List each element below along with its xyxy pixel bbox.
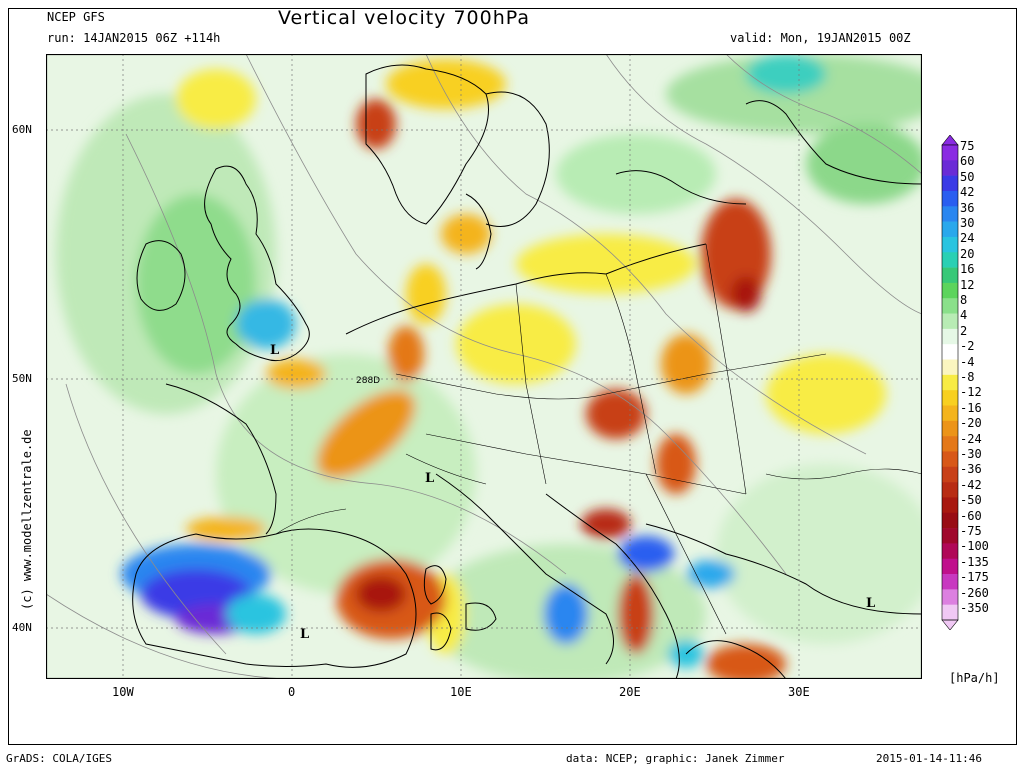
colorbar-label: -16 [960, 400, 982, 415]
model-name: NCEP GFS [47, 10, 105, 24]
colorbar-swatch [942, 405, 958, 422]
unit-label: [hPa/h] [949, 671, 1000, 685]
colorbar-label: -12 [960, 385, 982, 400]
colorbar-label: 50 [960, 169, 975, 184]
lon-label: 10W [112, 685, 134, 699]
lat-label: 50N [12, 372, 32, 385]
lat-label: 40N [12, 621, 32, 634]
colorbar-swatch [942, 236, 958, 253]
colorbar-label: -2 [960, 339, 975, 354]
map-border [46, 54, 922, 679]
colorbar-swatch [942, 359, 958, 376]
low-pressure-label: L [866, 596, 875, 611]
colorbar-swatch [942, 344, 958, 360]
colorbar-label: -20 [960, 416, 982, 431]
lon-label: 0 [288, 685, 296, 699]
contour-label: 288D [356, 376, 380, 386]
colorbar-label: 30 [960, 216, 975, 230]
colorbar-swatch [942, 604, 958, 621]
colorbar-label: -36 [960, 462, 982, 477]
colorbar-label: 16 [960, 262, 975, 277]
colorbar-arrow-top [941, 135, 959, 146]
colorbar-swatch [942, 436, 958, 452]
grads-credit: GrADS: COLA/IGES [6, 752, 112, 765]
colorbar-swatch [942, 574, 958, 590]
colorbar-swatch [942, 190, 958, 207]
colorbar-swatch [942, 374, 958, 391]
outer-frame [8, 8, 1017, 745]
run-info: run: 14JAN2015 06Z +114h [47, 31, 221, 45]
colorbar-swatch [942, 497, 958, 514]
colorbar-label: 12 [960, 277, 975, 292]
colorbar-label: 4 [960, 308, 968, 323]
lat-label: 60N [12, 123, 32, 136]
colorbar-label: -24 [960, 431, 982, 446]
low-pressure-label: L [300, 627, 309, 642]
colorbar-label: -135 [960, 554, 989, 569]
colorbar-swatch [942, 420, 958, 437]
colorbar-swatch [942, 160, 958, 176]
colorbar-swatch [942, 282, 958, 299]
lon-label: 20E [619, 685, 641, 699]
chart-title: Vertical velocity 700hPa [278, 7, 531, 29]
colorbar-label: -75 [960, 524, 982, 538]
colorbar-swatch [942, 482, 958, 498]
colorbar-swatch [942, 267, 958, 284]
colorbar-label: 42 [960, 185, 975, 200]
country-borders [275, 243, 922, 635]
lon-label: 10E [450, 685, 472, 699]
colorbar-arrow-bottom [941, 619, 959, 630]
colorbar-swatch [942, 589, 958, 605]
colorbar-label: -4 [960, 354, 975, 369]
colorbar-label: -60 [960, 508, 982, 523]
colorbar-label: -175 [960, 570, 989, 585]
colorbar-swatch [942, 252, 958, 268]
weather-map: L L L L 288D [46, 54, 922, 679]
colorbar-swatch [942, 512, 958, 529]
colorbar-swatch [942, 328, 958, 345]
height-contours [46, 54, 922, 679]
colorbar-label: 24 [960, 231, 975, 246]
credit-text: (c) www.modellzentrale.de [20, 429, 34, 610]
valid-time: valid: Mon, 19JAN2015 00Z [730, 31, 911, 45]
colorbar-swatch [942, 528, 958, 544]
colorbar-swatch [942, 175, 958, 192]
colorbar-label: 2 [960, 323, 968, 338]
colorbar-label: -50 [960, 493, 982, 508]
colorbar-label: 60 [960, 154, 975, 169]
colorbar-swatch [942, 558, 958, 575]
colorbar [941, 135, 959, 630]
colorbar-swatch [942, 390, 958, 406]
colorbar-label: -8 [960, 370, 975, 384]
colorbar-swatch [942, 221, 958, 238]
velocity-field [56, 54, 922, 679]
low-pressure-label: L [270, 343, 279, 358]
colorbar-label: 20 [960, 246, 975, 261]
colorbar-swatch [942, 206, 958, 222]
colorbar-label: 8 [960, 293, 968, 307]
colorbar-label: -350 [960, 601, 989, 615]
colorbar-swatch [942, 466, 958, 483]
colorbar-swatch [942, 543, 958, 560]
colorbar-label: -30 [960, 447, 982, 461]
colorbar-label: -42 [960, 477, 982, 492]
colorbar-label: -100 [960, 539, 989, 554]
data-credit: data: NCEP; graphic: Janek Zimmer [566, 752, 785, 765]
colorbar-outline [941, 144, 959, 621]
colorbar-label: 75 [960, 139, 975, 153]
graticule [46, 54, 922, 679]
colorbar-swatch [942, 298, 958, 314]
colorbar-label: 36 [960, 200, 975, 215]
lon-label: 30E [788, 685, 810, 699]
coastlines [132, 64, 922, 679]
colorbar-swatch [942, 145, 958, 161]
colorbar-swatch [942, 313, 958, 330]
generation-time: 2015-01-14-11:46 [876, 752, 982, 765]
colorbar-swatch [942, 451, 958, 468]
colorbar-label: -260 [960, 585, 989, 600]
low-pressure-label: L [425, 471, 434, 486]
